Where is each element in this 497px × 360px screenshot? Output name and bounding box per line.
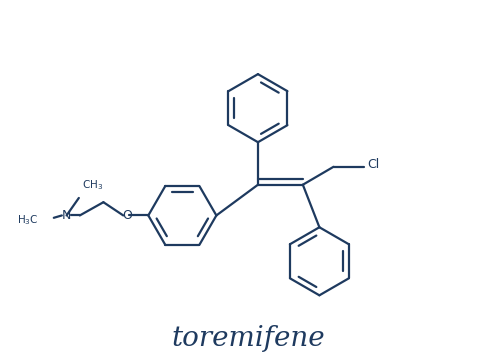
Text: toremifene: toremifene — [171, 325, 326, 352]
Text: N: N — [62, 209, 71, 222]
Text: O: O — [122, 209, 132, 222]
Text: Cl: Cl — [368, 158, 380, 171]
Text: CH$_3$: CH$_3$ — [82, 179, 103, 192]
Text: H$_3$C: H$_3$C — [16, 213, 38, 227]
